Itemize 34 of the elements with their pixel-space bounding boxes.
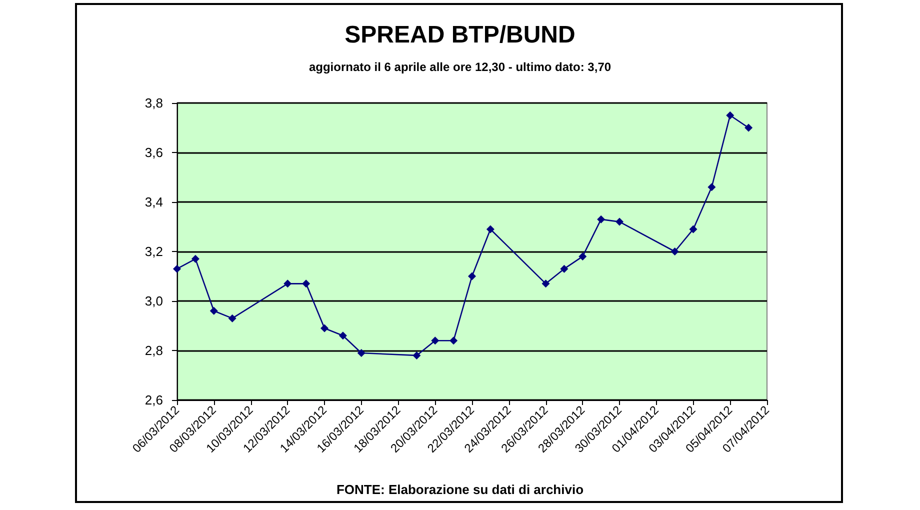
point bbox=[228, 314, 236, 322]
point bbox=[468, 272, 476, 280]
point bbox=[302, 280, 310, 288]
point bbox=[726, 111, 734, 120]
point bbox=[191, 254, 200, 263]
point bbox=[689, 225, 698, 234]
point bbox=[597, 215, 606, 224]
point bbox=[744, 124, 753, 132]
y-tick-label: 3,8 bbox=[144, 96, 163, 110]
point bbox=[431, 336, 440, 345]
point bbox=[320, 324, 328, 332]
point bbox=[616, 218, 624, 226]
point bbox=[412, 351, 421, 360]
source-note: FONTE: Elaborazione su dati di archivio bbox=[336, 482, 584, 497]
point bbox=[542, 280, 550, 288]
point bbox=[357, 348, 366, 357]
point bbox=[670, 248, 679, 256]
point bbox=[486, 225, 494, 234]
point bbox=[173, 264, 181, 273]
point bbox=[210, 306, 218, 315]
point bbox=[708, 183, 716, 192]
point bbox=[578, 252, 587, 260]
point bbox=[560, 264, 568, 273]
point bbox=[338, 332, 347, 340]
y-tick-label: 3,2 bbox=[144, 244, 163, 259]
y-tick-label: 3,0 bbox=[144, 294, 163, 308]
y-tick-label: 3,4 bbox=[144, 194, 163, 210]
chart-subtitle: aggiornato il 6 aprile alle ore 12,30 - ultimo dato: 3,70 bbox=[308, 60, 612, 74]
y-tick-label: 3,6 bbox=[144, 145, 163, 160]
y-tick-label: 2,6 bbox=[144, 392, 163, 408]
point bbox=[284, 280, 292, 288]
y-tick-label: 2,8 bbox=[144, 343, 163, 358]
chart-title: SPREAD BTP/BUND bbox=[344, 22, 576, 48]
point bbox=[450, 336, 458, 345]
